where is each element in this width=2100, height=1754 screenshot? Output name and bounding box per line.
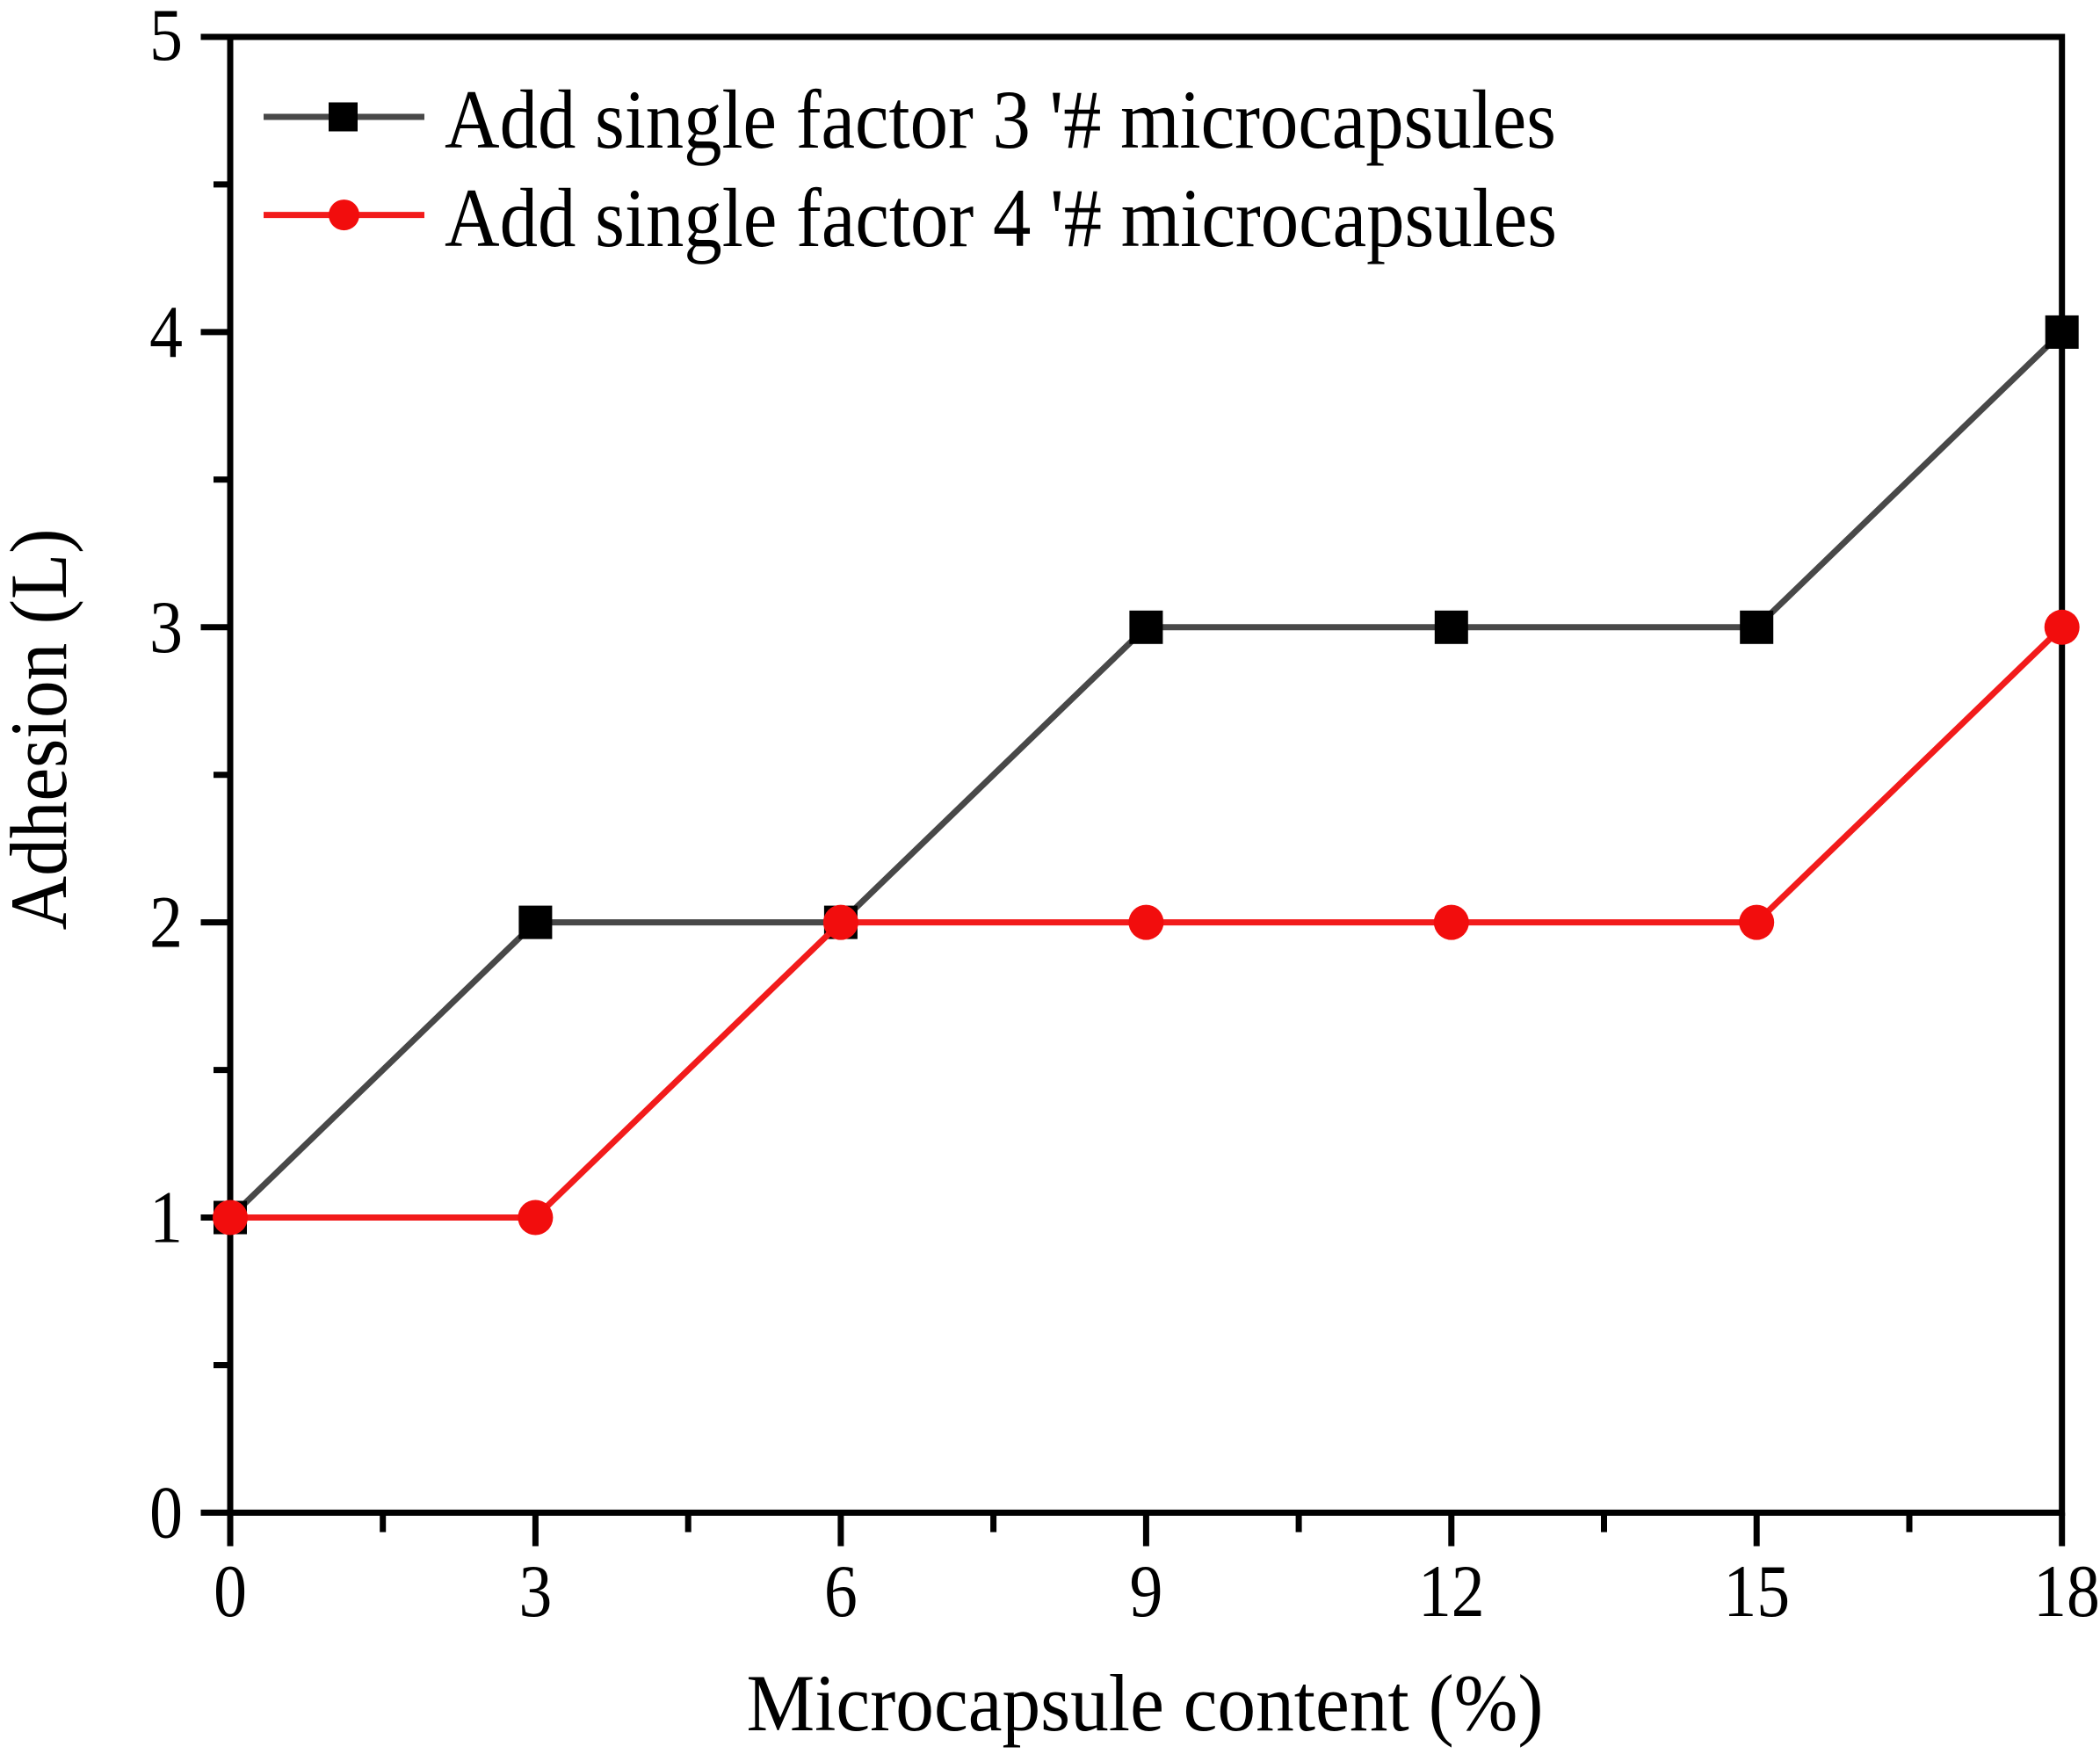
svg-text:Adhesion (L): Adhesion (L)	[0, 529, 83, 931]
svg-text:18: 18	[2033, 1550, 2100, 1633]
svg-text:3: 3	[518, 1550, 552, 1633]
svg-text:15: 15	[1723, 1550, 1790, 1633]
svg-text:3: 3	[149, 586, 183, 669]
svg-text:2: 2	[149, 881, 183, 964]
svg-text:0: 0	[214, 1550, 247, 1633]
svg-text:Add single factor 4 '# microca: Add single factor 4 '# microcapsules	[445, 171, 1557, 265]
svg-text:6: 6	[824, 1550, 858, 1633]
svg-text:4: 4	[149, 291, 183, 373]
svg-text:12: 12	[1418, 1550, 1485, 1633]
svg-text:Add single factor 3 '# microca: Add single factor 3 '# microcapsules	[445, 73, 1556, 166]
svg-text:0: 0	[149, 1471, 183, 1554]
svg-text:5: 5	[149, 0, 183, 76]
svg-text:Microcapsule content (%): Microcapsule content (%)	[747, 1659, 1544, 1749]
svg-text:1: 1	[149, 1176, 183, 1258]
svg-text:9: 9	[1129, 1550, 1162, 1633]
